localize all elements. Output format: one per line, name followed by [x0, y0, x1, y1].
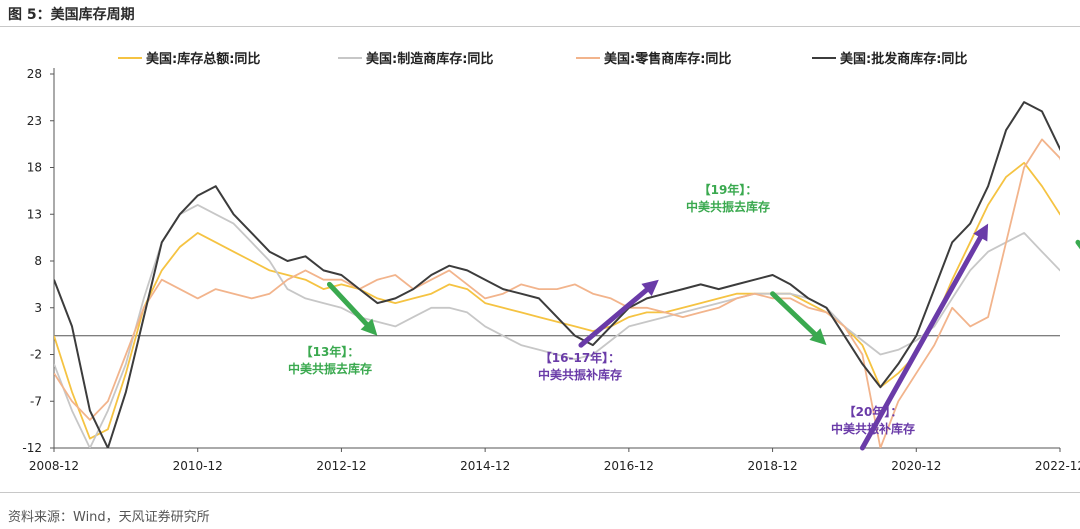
- y-tick-label: 28: [27, 67, 42, 81]
- y-tick-label: 18: [27, 161, 42, 175]
- x-tick-label: 2016-12: [604, 459, 654, 473]
- trend-arrow-head: [360, 318, 378, 336]
- x-tick-label: 2010-12: [173, 459, 223, 473]
- trend-arrow-head: [809, 328, 827, 346]
- series-line: [54, 161, 1060, 440]
- source-note: 资料来源：Wind，天风证券研究所: [8, 510, 210, 525]
- annotation-label: 【20年】：: [844, 404, 903, 419]
- annotation-label: 【13年】：: [301, 344, 360, 359]
- figure-title: 图 5：美国库存周期: [8, 7, 135, 23]
- inventory-cycle-chart: 28 23 18 13 8 3 -2 -7 -12 2008-12 2010-12 2012-12 20…: [22, 51, 1080, 473]
- legend-label: 美国:零售商库存:同比: [604, 51, 731, 67]
- series-line: [54, 138, 1060, 448]
- annotation-label: 中美共振补库存: [831, 421, 915, 436]
- x-tick-label: 2020-12: [891, 459, 941, 473]
- y-tick-label: -2: [30, 348, 42, 362]
- x-tick-label: 2018-12: [748, 459, 798, 473]
- y-tick-label: 3: [34, 301, 42, 315]
- x-tick-label: 2022-12: [1035, 459, 1080, 473]
- annotation-layer: 【13年】：中美共振去库存【16-17年】：中美共振补库存【19年】：中美共振去…: [288, 182, 1080, 451]
- source-divider: [0, 492, 1080, 493]
- trend-arrow-shaft: [578, 287, 650, 348]
- series-layer: [54, 101, 1060, 448]
- annotation-label: 中美共振去库存: [288, 361, 372, 376]
- y-tick-label: 13: [27, 207, 42, 221]
- trend-arrow-shaft: [770, 291, 818, 337]
- series-line: [54, 101, 1060, 448]
- trend-arrow-head: [973, 223, 989, 242]
- y-tick-label: 8: [34, 254, 42, 268]
- series-line: [54, 204, 1060, 448]
- trend-arrow-head: [641, 279, 659, 297]
- trend-arrow-shaft: [859, 235, 983, 451]
- y-tick-label: -12: [22, 441, 42, 455]
- annotation-label: 中美共振补库存: [538, 367, 622, 382]
- x-tick-label: 2014-12: [460, 459, 510, 473]
- chart-legend: 美国:库存总额:同比 美国:制造商库存:同比 美国:零售商库存:同比 美国:批发商库存…: [118, 51, 967, 67]
- trend-arrow-shaft: [326, 281, 369, 327]
- legend-label: 美国:制造商库存:同比: [366, 51, 493, 67]
- y-tick-label: -7: [30, 394, 42, 408]
- x-tick-label: 2008-12: [29, 459, 79, 473]
- annotation-label: 【19年】：: [699, 182, 758, 197]
- annotation-label: 中美共振去库存: [686, 199, 770, 214]
- chart-axes: 28 23 18 13 8 3 -2 -7 -12 2008-12 2010-12 2012-12 20…: [22, 67, 1080, 473]
- title-divider: [0, 26, 1080, 27]
- legend-label: 美国:库存总额:同比: [146, 51, 260, 67]
- y-tick-label: 23: [27, 114, 42, 128]
- annotation-label: 【16-17年】：: [540, 350, 620, 365]
- x-tick-label: 2012-12: [316, 459, 366, 473]
- legend-label: 美国:批发商库存:同比: [840, 51, 967, 67]
